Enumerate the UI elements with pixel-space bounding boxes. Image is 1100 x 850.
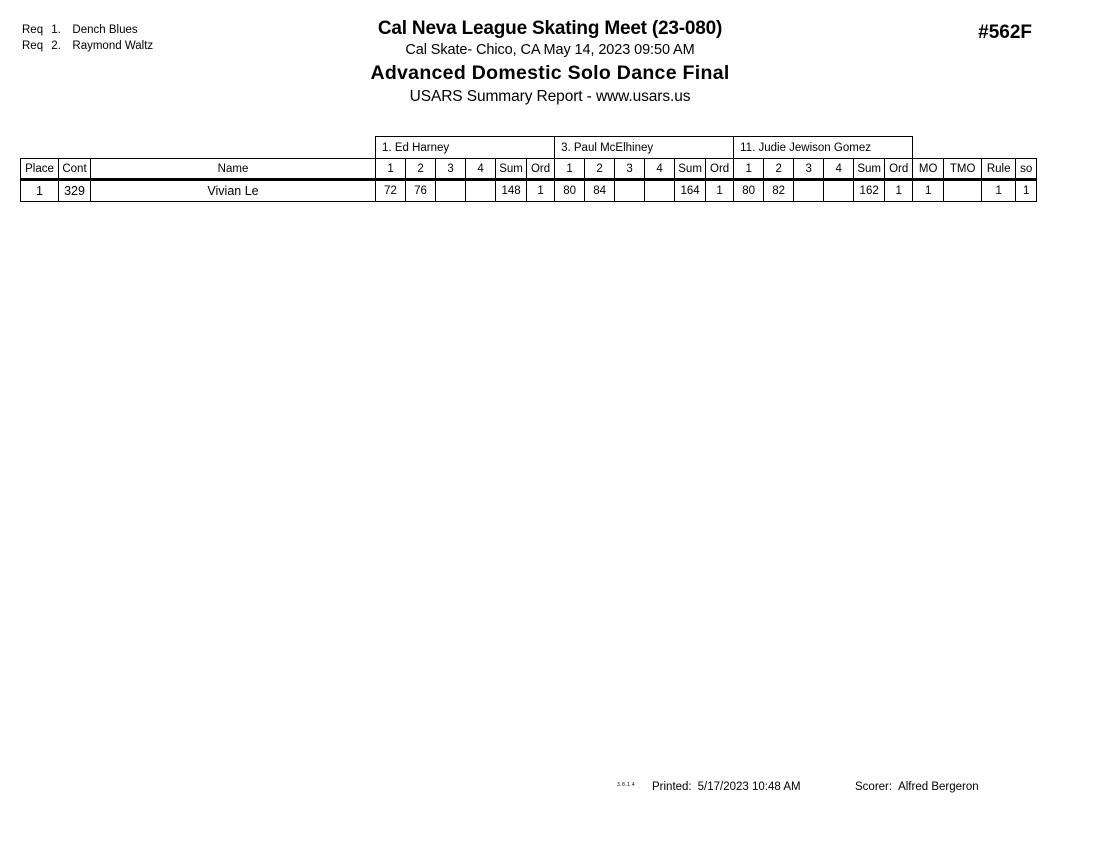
cell-j2-ord: 1 [705, 179, 735, 202]
column-header-j1-score-3: 3 [435, 158, 467, 181]
cell-j1-sum: 148 [495, 179, 528, 202]
cell-j1-ord: 1 [526, 179, 556, 202]
cell-mo: 1 [912, 179, 945, 202]
requirement-number: 1. [51, 24, 61, 36]
column-header-j3-score-3: 3 [793, 158, 825, 181]
column-header-row: Place Cont Name 1 2 3 4 Sum Ord 1 2 3 4 … [20, 158, 1038, 181]
column-header-j1-score-4: 4 [465, 158, 497, 181]
cell-j3-sum: 162 [853, 179, 886, 202]
column-header-j2-sum: Sum [674, 158, 707, 181]
cell-rule: 1 [981, 179, 1017, 202]
column-header-j2-score-1: 1 [554, 158, 586, 181]
requirement-item: Req 2. Raymond Waltz [22, 38, 153, 54]
scorer-info: Scorer: Alfred Bergeron [855, 781, 979, 793]
column-header-j3-score-4: 4 [823, 158, 855, 181]
column-header-mo: MO [912, 158, 945, 181]
printed-label: Printed: [652, 781, 692, 793]
cell-contestant-number: 329 [58, 179, 91, 202]
cell-j3-score-2: 82 [763, 179, 795, 202]
requirement-label: Req [22, 40, 44, 52]
scorer-label: Scorer: [855, 781, 893, 793]
requirement-dance-name: Dench Blues [72, 24, 138, 36]
column-header-tmo: TMO [943, 158, 983, 181]
cell-j3-score-1: 80 [733, 179, 765, 202]
cell-skater-name: Vivian Le [89, 179, 377, 202]
cell-j1-score-1: 72 [375, 179, 407, 202]
judge-name-3: 11. Judie Jewison Gomez [733, 136, 914, 159]
report-header: Cal Neva League Skating Meet (23-080) Ca… [0, 18, 1100, 108]
results-table-container: 1. Ed Harney 3. Paul McElhiney 11. Judie… [20, 136, 1038, 202]
requirement-label: Req [22, 24, 44, 36]
requirement-number: 2. [51, 40, 61, 52]
judge-name-1: 1. Ed Harney [375, 136, 556, 159]
cell-j3-ord: 1 [884, 179, 914, 202]
results-table: 1. Ed Harney 3. Paul McElhiney 11. Judie… [20, 136, 1038, 202]
judge-name-2: 3. Paul McElhiney [554, 136, 735, 159]
printed-timestamp: 5/17/2023 10:48 AM [697, 781, 801, 793]
column-header-rule: Rule [981, 158, 1017, 181]
column-header-place: Place [20, 158, 59, 181]
column-header-j1-sum: Sum [495, 158, 528, 181]
requirements-list: Req 1. Dench Blues Req 2. Raymond Waltz [22, 22, 153, 54]
column-header-j3-ord: Ord [884, 158, 914, 181]
meet-title: Cal Neva League Skating Meet (23-080) [377, 18, 723, 39]
requirement-item: Req 1. Dench Blues [22, 22, 153, 38]
cell-j3-score-3 [793, 179, 825, 202]
column-header-cont: Cont [58, 158, 91, 181]
column-header-j3-sum: Sum [853, 158, 886, 181]
judge-banner-spacer [21, 137, 376, 159]
requirement-dance-name: Raymond Waltz [72, 40, 154, 52]
judge-banner-row: 1. Ed Harney 3. Paul McElhiney 11. Judie… [21, 136, 1037, 159]
column-header-j3-score-2: 2 [763, 158, 795, 181]
software-version-mark: 3.8.1.4 [617, 782, 636, 788]
judge-banner-spacer-right [913, 137, 1037, 159]
scorer-name: Alfred Bergeron [898, 781, 979, 793]
cell-so: 1 [1015, 179, 1038, 202]
table-row[interactable]: 1 329 Vivian Le 72 76 148 1 80 84 164 1 … [20, 179, 1038, 202]
column-header-j3-score-1: 1 [733, 158, 765, 181]
report-subtitle: USARS Summary Report - www.usars.us [409, 88, 691, 105]
column-header-j2-ord: Ord [705, 158, 735, 181]
event-code: #562F [978, 22, 1032, 43]
column-header-so: so [1015, 158, 1038, 181]
printed-info: Printed: 5/17/2023 10:48 AM [652, 781, 801, 793]
column-header-name: Name [89, 158, 377, 181]
meet-venue-datetime: Cal Skate- Chico, CA May 14, 2023 09:50 … [405, 42, 695, 58]
column-header-j1-ord: Ord [526, 158, 556, 181]
cell-j2-score-3 [614, 179, 646, 202]
cell-j1-score-4 [465, 179, 497, 202]
event-title: Advanced Domestic Solo Dance Final [370, 62, 730, 84]
cell-j1-score-3 [435, 179, 467, 202]
column-header-j2-score-2: 2 [584, 158, 616, 181]
cell-j2-score-4 [644, 179, 676, 202]
column-header-j2-score-4: 4 [644, 158, 676, 181]
cell-j2-score-2: 84 [584, 179, 616, 202]
column-header-j1-score-2: 2 [405, 158, 437, 181]
cell-place: 1 [20, 179, 59, 202]
column-header-j2-score-3: 3 [614, 158, 646, 181]
cell-tmo [943, 179, 983, 202]
cell-j3-score-4 [823, 179, 855, 202]
cell-j2-score-1: 80 [554, 179, 586, 202]
cell-j2-sum: 164 [674, 179, 707, 202]
column-header-j1-score-1: 1 [375, 158, 407, 181]
cell-j1-score-2: 76 [405, 179, 437, 202]
